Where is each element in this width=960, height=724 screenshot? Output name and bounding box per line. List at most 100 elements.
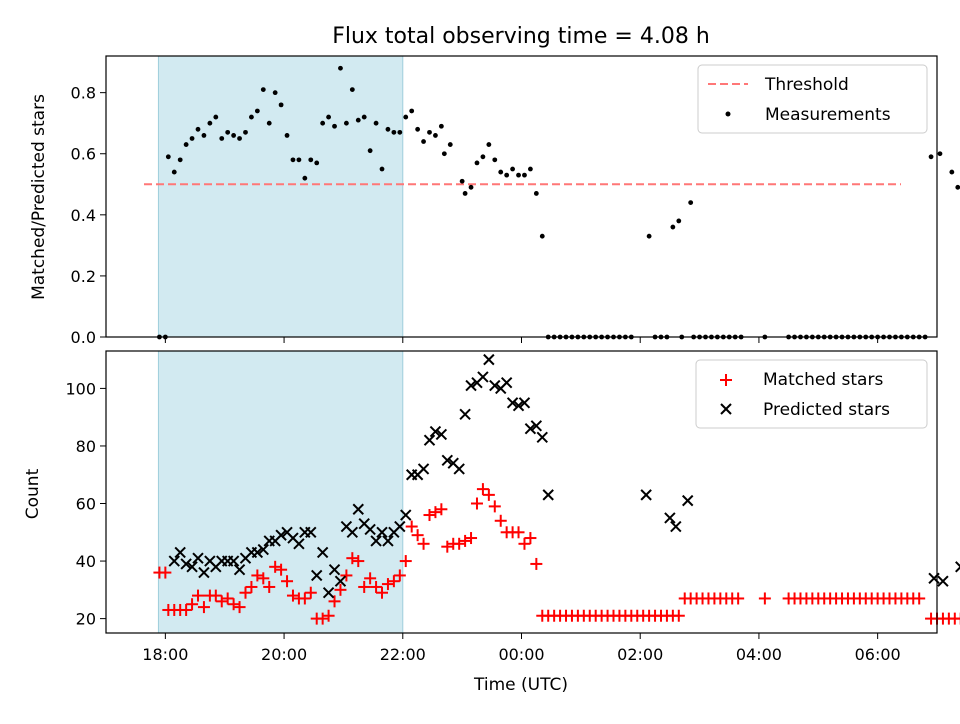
measurement-point [539,233,545,239]
predicted-star-point [489,379,501,392]
measurement-point [243,129,248,135]
matched-star-point [352,555,365,568]
matched-star-point [233,601,246,614]
measurement-point [504,172,510,178]
matched-star-point [209,589,222,602]
ratio-y-tick-label: 0.6 [71,145,96,164]
predicted-star-point [322,587,335,599]
matched-star-point [393,569,406,582]
predicted-star-point [500,376,513,389]
predicted-star-point [524,422,537,435]
observing-window-shade [157,55,404,338]
predicted-star-point [192,552,204,564]
matched-star-point [465,532,478,545]
matched-star-point [476,483,489,496]
measurement-point [171,169,177,175]
matched-star-point [159,566,172,579]
ratio-y-label: Matched/Predicted stars [29,94,49,300]
predicted-star-point [506,397,519,409]
predicted-star-point [257,543,270,556]
measurement-point [468,184,474,190]
matched-star-point [423,509,436,522]
predicted-star-point [640,489,652,501]
predicted-star-point [681,494,694,507]
measurement-point [397,129,403,135]
measurement-point [367,148,373,154]
predicted-legend-marker [720,403,732,415]
measurement-point [195,126,201,132]
count-y-tick-label: 80 [76,437,96,456]
measurement-point [949,169,955,175]
matched-star-point [281,575,294,588]
count-y-tick-label: 20 [76,610,96,629]
measurement-point [403,114,409,120]
predicted-star-point [180,558,192,570]
predicted-star-point [251,546,264,559]
measurement-point [373,120,379,126]
measurements-legend-label: Measurements [765,105,891,125]
predicted-star-point [198,566,210,579]
measurement-point [427,129,432,135]
matched-star-point [417,537,430,550]
matched-star-point [197,601,210,614]
matched-star-point [334,583,347,596]
measurement-point [492,157,498,163]
predicted-star-point [352,503,364,515]
measurement-point [272,90,278,96]
predicted-star-point [311,569,323,582]
measurement-point [189,136,195,141]
predicted-star-point [542,489,554,501]
matched-star-point [530,557,543,570]
count-legend-box [695,359,928,429]
matched-star-point [441,540,454,553]
matched-star-point [411,529,424,542]
count-marks [153,353,960,625]
predicted-star-point [186,561,198,573]
matched-star-point [399,555,412,568]
matched-star-point [482,488,495,501]
predicted-star-point [465,379,477,392]
measurement-point [510,166,515,172]
measurement-point [231,133,237,138]
ratio-y-tick-label: 0.2 [71,267,96,286]
predicted-star-point [305,526,317,538]
predicted-star-point [382,535,394,547]
measurement-point [474,160,480,166]
matched-star-point [954,612,960,625]
matched-star-point [180,603,193,616]
measurement-point [314,160,320,166]
x-tick-label: 00:00 [498,645,544,664]
matched-star-point [358,580,371,593]
measurement-point [320,120,326,126]
measurement-point [207,120,213,126]
ratio-y-tick-label: 0.8 [71,84,96,103]
predicted-star-point [441,454,454,467]
predicted-star-point [483,353,495,366]
measurement-point [165,154,171,160]
measurement-point [278,102,284,108]
ratio-y-tick-label: 0.4 [71,206,96,225]
measurement-point [676,218,682,224]
measurement-point [355,117,361,123]
measurement-point [296,157,302,163]
measurement-point [415,126,421,132]
measurement-point [462,191,468,196]
matched-star-point [275,563,288,576]
predicted-star-point [293,538,305,550]
matched-star-point [387,575,400,588]
matched-star-point [298,592,311,605]
predicted-star-point [328,563,341,576]
matched-star-point [251,569,264,582]
predicted-star-point [417,463,430,475]
measurement-point [219,136,225,141]
count-legend: Matched stars Predicted stars [695,359,928,429]
threshold-legend-label: Threshold [764,75,849,95]
measurement-point [254,108,260,114]
matched-star-point [405,520,418,533]
matched-star-point [732,592,745,605]
predicted-star-point [174,546,186,559]
matched-star-point [328,595,341,608]
predicted-star-point [429,425,442,438]
count-y-tick-label: 100 [65,379,96,398]
predicted-star-point [536,431,548,444]
